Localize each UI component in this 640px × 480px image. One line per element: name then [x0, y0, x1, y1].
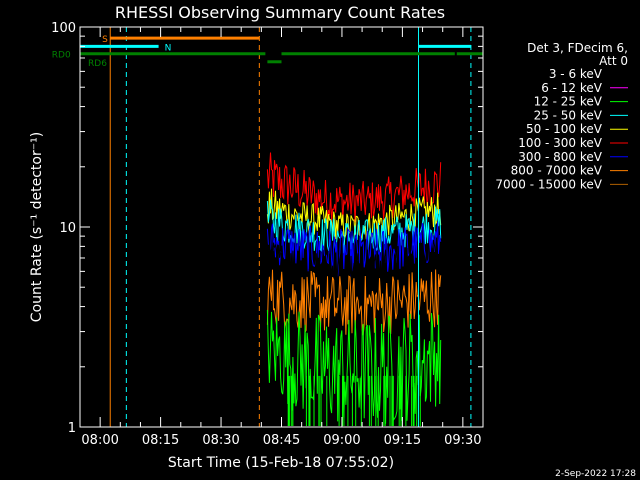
legend-entry-8: 7000 - 15000 keV — [495, 177, 602, 191]
series-line-5 — [266, 269, 442, 336]
y-tick-label-2: 100 — [51, 21, 76, 36]
flag-layer: S N RD0 RD6 — [52, 35, 483, 69]
series-line-2 — [266, 199, 442, 254]
y-axis-label: Count Rate (s⁻¹ detector⁻¹) — [29, 132, 45, 322]
y-tick-label-0: 1 — [68, 421, 76, 436]
x-tick-label-2: 08:30 — [202, 433, 239, 448]
x-axis-label: Start Time (15-Feb-18 07:55:02) — [168, 455, 394, 471]
flag-label-0: S — [102, 35, 108, 45]
footer-timestamp: 2-Sep-2022 17:28 — [555, 469, 636, 479]
flag-label-1: N — [165, 43, 172, 53]
legend-header-1: Att 0 — [599, 54, 628, 68]
x-tick-label-3: 08:45 — [263, 433, 300, 448]
x-tick-label-4: 09:00 — [323, 433, 360, 448]
legend-entry-7: 800 - 7000 keV — [511, 164, 603, 178]
series-dips — [287, 375, 421, 426]
x-tick-label-5: 09:15 — [384, 433, 421, 448]
series-line-1 — [266, 188, 442, 241]
x-tick-label-1: 08:15 — [142, 433, 179, 448]
legend-entry-2: 12 - 25 keV — [534, 95, 603, 109]
legend-entry-3: 25 - 50 keV — [534, 108, 603, 122]
x-tick-label-6: 09:30 — [444, 433, 481, 448]
y-tick-label-1: 10 — [59, 221, 76, 236]
legend-entry-0: 3 - 6 keV — [549, 67, 603, 81]
legend-entry-1: 6 - 12 keV — [541, 81, 603, 95]
legend-entry-5: 100 - 300 keV — [518, 136, 602, 150]
legend-entry-6: 300 - 800 keV — [518, 150, 602, 164]
axes-layer: 1 10 100 08:00 08:15 08:30 08:45 09:00 09:15 09:3… — [51, 21, 484, 448]
legend-entry-4: 50 - 100 keV — [526, 122, 603, 136]
series-line-0 — [266, 152, 442, 223]
flag-label-2: RD0 — [52, 51, 71, 61]
series-line-6 — [266, 309, 442, 424]
flag-label-3: RD6 — [88, 59, 107, 69]
x-tick-label-0: 08:00 — [81, 433, 118, 448]
chart-title: RHESSI Observing Summary Count Rates — [115, 3, 445, 22]
legend-header-0: Det 3, FDecim 6, — [527, 41, 628, 55]
series-line-3 — [266, 221, 442, 277]
data-layer — [109, 27, 472, 427]
